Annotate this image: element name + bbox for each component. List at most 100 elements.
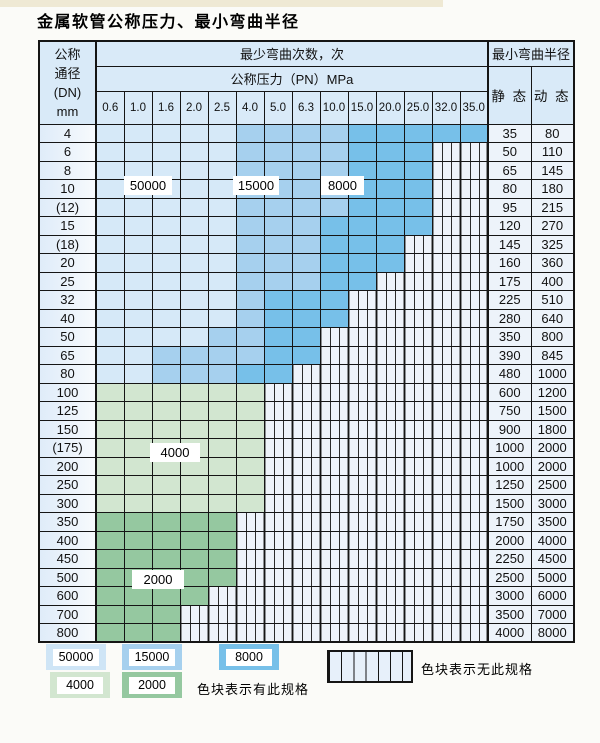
table-row-dn-300: 300 1500 3000 bbox=[38, 493, 575, 513]
spec-cell-present bbox=[179, 401, 209, 421]
table-row-dn-80: 80 480 1000 bbox=[38, 364, 575, 384]
spec-cell-present bbox=[207, 327, 237, 347]
spec-cell-present bbox=[151, 271, 181, 291]
spec-cell-absent bbox=[403, 530, 433, 550]
spec-cell-present bbox=[179, 475, 209, 495]
spec-cell-absent bbox=[347, 530, 377, 550]
spec-cell-present bbox=[95, 549, 125, 569]
spec-cell-present bbox=[179, 160, 209, 180]
dn-cell: 40 bbox=[38, 308, 97, 328]
header-static: 静 态 bbox=[487, 65, 532, 125]
spec-cell-absent bbox=[375, 623, 405, 643]
table-row-dn-(175): (175) 1000 2000 bbox=[38, 438, 575, 458]
spec-cell-present bbox=[123, 364, 153, 384]
spec-cell-present bbox=[207, 475, 237, 495]
header-pressure-2.0: 2.0 bbox=[179, 90, 209, 125]
spec-cell-absent bbox=[319, 623, 349, 643]
spec-cell-present bbox=[319, 271, 349, 291]
spec-cell-present bbox=[95, 456, 125, 476]
spec-cell-absent bbox=[263, 549, 293, 569]
spec-cell-present bbox=[95, 308, 125, 328]
table-row-dn-15: 15 120 270 bbox=[38, 216, 575, 236]
spec-cell-absent bbox=[375, 308, 405, 328]
static-radius-cell: 1750 bbox=[487, 512, 532, 532]
spec-cell-present bbox=[151, 512, 181, 532]
static-radius-cell: 4000 bbox=[487, 623, 532, 643]
spec-cell-present bbox=[151, 549, 181, 569]
spec-cell-absent bbox=[375, 364, 405, 384]
spec-cell-present bbox=[179, 382, 209, 402]
header-dn-line2: 通径 bbox=[54, 65, 81, 81]
spec-cell-present bbox=[123, 271, 153, 291]
spec-cell-present bbox=[347, 123, 377, 143]
dynamic-radius-cell: 1800 bbox=[530, 419, 575, 439]
spec-cell-absent bbox=[263, 586, 293, 606]
dn-cell: (18) bbox=[38, 234, 97, 254]
spec-cell-present bbox=[207, 567, 237, 587]
spec-cell-present bbox=[151, 216, 181, 236]
table-row-dn-100: 100 600 1200 bbox=[38, 382, 575, 402]
spec-cell-present bbox=[235, 438, 265, 458]
spec-cell-absent bbox=[459, 234, 489, 254]
spec-cell-present bbox=[207, 290, 237, 310]
header-pressure-0.6: 0.6 bbox=[95, 90, 125, 125]
spec-cell-absent bbox=[291, 549, 321, 569]
spec-cell-absent bbox=[291, 364, 321, 384]
spec-cell-present bbox=[235, 345, 265, 365]
spec-cell-absent bbox=[207, 604, 237, 624]
spec-cell-absent bbox=[459, 197, 489, 217]
spec-cell-present bbox=[95, 216, 125, 236]
spec-cell-present bbox=[151, 530, 181, 550]
spec-cell-present bbox=[95, 364, 125, 384]
spec-cell-present bbox=[403, 216, 433, 236]
spec-cell-present bbox=[291, 271, 321, 291]
spec-cell-present bbox=[319, 123, 349, 143]
spec-cell-absent bbox=[207, 623, 237, 643]
spec-cell-present bbox=[263, 327, 293, 347]
spec-cell-present bbox=[123, 549, 153, 569]
spec-cell-present bbox=[123, 197, 153, 217]
spec-cell-present bbox=[319, 179, 349, 199]
spec-cell-absent bbox=[431, 179, 461, 199]
static-radius-cell: 2500 bbox=[487, 567, 532, 587]
spec-cell-present bbox=[123, 308, 153, 328]
spec-cell-absent bbox=[347, 345, 377, 365]
spec-cell-present bbox=[207, 512, 237, 532]
spec-cell-present bbox=[151, 401, 181, 421]
spec-cell-absent bbox=[347, 512, 377, 532]
spec-cell-absent bbox=[291, 438, 321, 458]
spec-cell-absent bbox=[375, 345, 405, 365]
dn-cell: (12) bbox=[38, 197, 97, 217]
spec-cell-absent bbox=[375, 456, 405, 476]
spec-cell-present bbox=[291, 253, 321, 273]
spec-cell-absent bbox=[459, 401, 489, 421]
dn-cell: 6 bbox=[38, 142, 97, 162]
spec-cell-absent bbox=[319, 345, 349, 365]
spec-cell-present bbox=[235, 271, 265, 291]
legend-swatch-label: 50000 bbox=[53, 648, 99, 666]
spec-cell-absent bbox=[291, 382, 321, 402]
spec-cell-present bbox=[179, 308, 209, 328]
spec-cell-absent bbox=[347, 327, 377, 347]
dn-cell: 50 bbox=[38, 327, 97, 347]
header-min-bend-radius: 最小弯曲半径 bbox=[487, 40, 575, 67]
spec-cell-present bbox=[179, 197, 209, 217]
spec-cell-absent bbox=[319, 456, 349, 476]
spec-cell-present bbox=[179, 271, 209, 291]
spec-cell-present bbox=[291, 290, 321, 310]
spec-cell-present bbox=[403, 179, 433, 199]
spec-cell-absent bbox=[459, 179, 489, 199]
spec-cell-present bbox=[151, 382, 181, 402]
dn-cell: 20 bbox=[38, 253, 97, 273]
spec-cell-absent bbox=[347, 290, 377, 310]
spec-cell-absent bbox=[263, 623, 293, 643]
spec-cell-present bbox=[123, 179, 153, 199]
spec-cell-present bbox=[179, 179, 209, 199]
spec-cell-absent bbox=[179, 604, 209, 624]
spec-cell-absent bbox=[459, 493, 489, 513]
static-radius-cell: 280 bbox=[487, 308, 532, 328]
spec-cell-absent bbox=[347, 475, 377, 495]
spec-cell-absent bbox=[375, 438, 405, 458]
table-row-dn-8: 8 65 145 bbox=[38, 160, 575, 180]
spec-cell-absent bbox=[263, 438, 293, 458]
